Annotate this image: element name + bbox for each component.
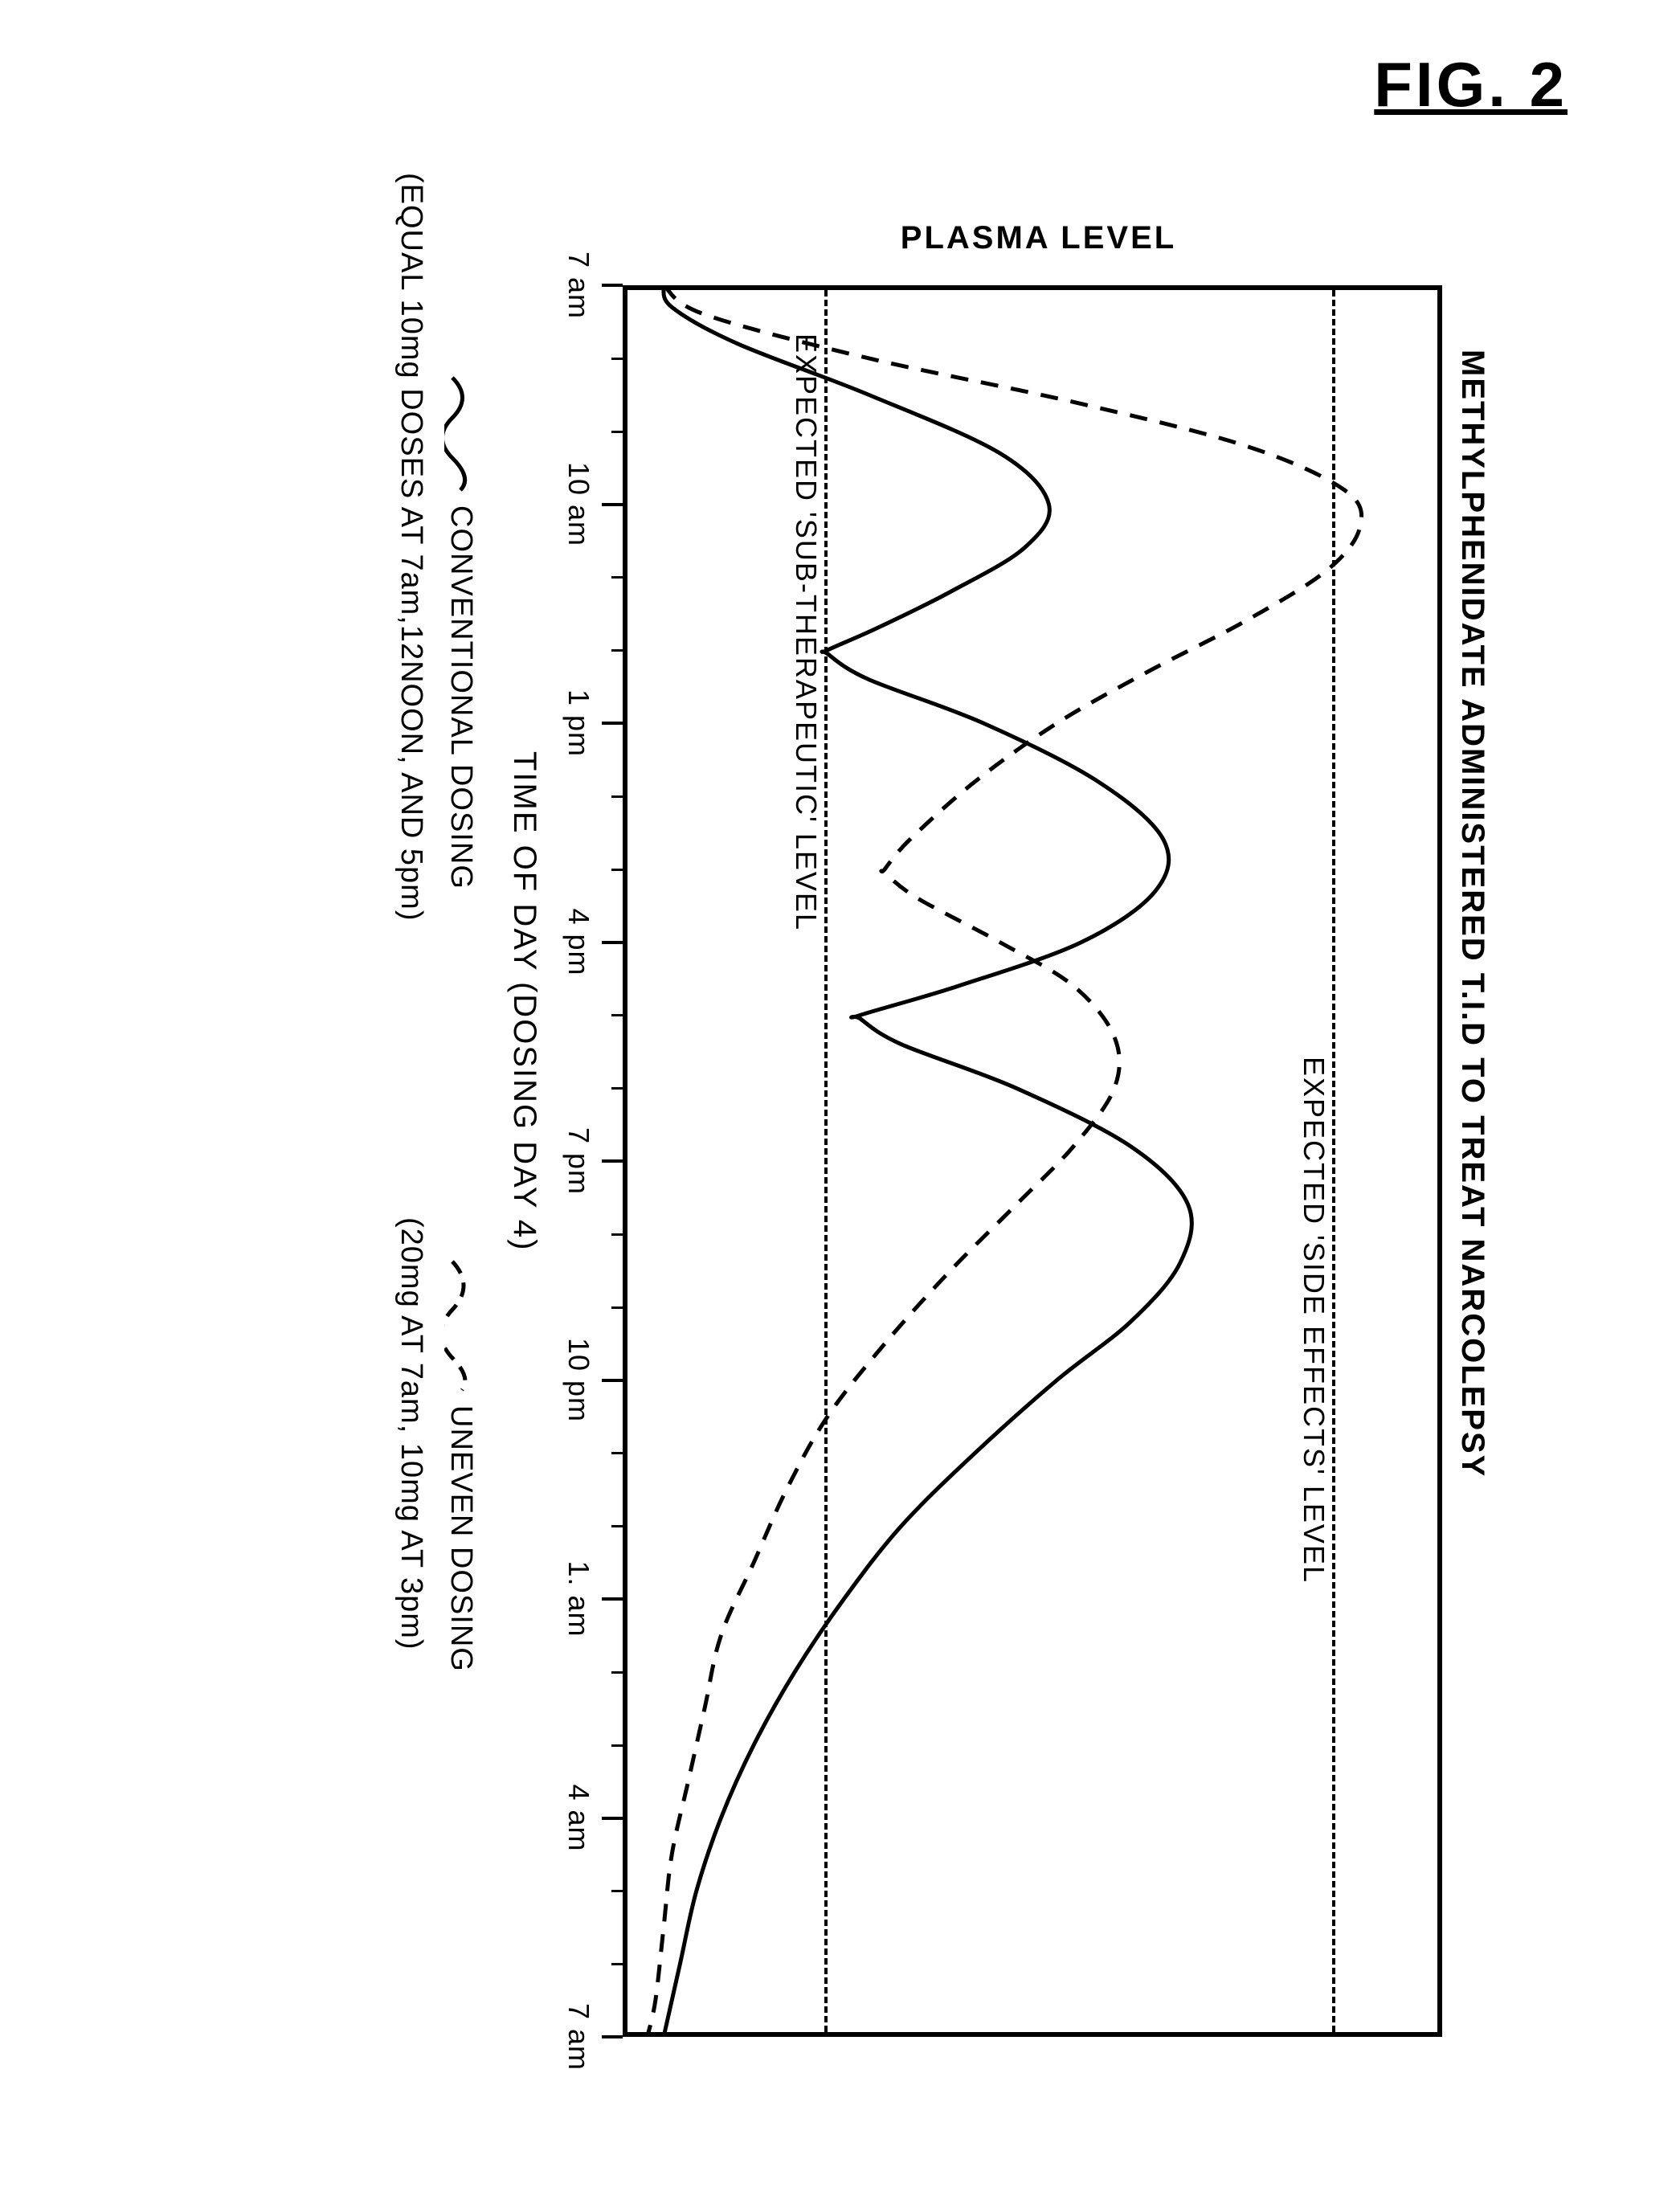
x-tick [602,1379,623,1382]
x-minor-tick [611,649,623,652]
x-minor-tick [611,869,623,871]
x-minor-tick [611,1014,623,1016]
x-minor-tick [611,795,623,798]
chart-container: METHYLPHENIDATE ADMINISTERED T.I.D TO TR… [189,173,1490,2125]
x-tick-label: 10 am [562,448,595,561]
x-minor-tick [611,1306,623,1309]
x-tick-label: 7 am [562,229,595,341]
legend-swatch-conventional [445,374,477,494]
y-axis-label: PLASMA LEVEL [901,220,1176,256]
chart-title: METHYLPHENIDATE ADMINISTERED T.I.D TO TR… [1454,350,1490,1478]
x-tick [602,722,623,725]
x-minor-tick [611,1744,623,1747]
plot-svg [623,285,1442,2037]
x-minor-tick [611,1452,623,1454]
x-minor-tick [611,1087,623,1090]
x-minor-tick [611,431,623,433]
x-minor-tick [611,1963,623,1965]
x-tick [602,284,623,287]
legend-detail-conventional: (EQUAL 10mg DOSES AT 7am,12NOON, AND 5pm… [394,173,428,921]
x-tick [602,1159,623,1163]
x-tick [602,2035,623,2038]
x-tick-label: 1 pm [562,667,595,779]
legend-row-1b: UNEVEN DOSING [444,1257,478,1672]
legend-label-conventional: CONVENTIONAL DOSING [444,505,478,889]
x-tick-label: 1. am [562,1543,595,1655]
x-minor-tick [611,576,623,579]
x-tick [602,503,623,506]
figure-label: FIG. 2 [1374,48,1568,121]
x-tick [602,941,623,944]
x-tick-label: 7 pm [562,1105,595,1217]
legend-row-2b: (20mg AT 7am, 10mg AT 3pm) [394,1217,428,1650]
legend-row-2: (EQUAL 10mg DOSES AT 7am,12NOON, AND 5pm… [394,173,428,921]
legend-detail-uneven: (20mg AT 7am, 10mg AT 3pm) [394,1217,428,1650]
page-root: FIG. 2 METHYLPHENIDATE ADMINISTERED T.I.… [0,0,1680,2204]
legend-row-1: CONVENTIONAL DOSING [444,374,478,889]
x-tick-label: 7 am [562,1981,595,2093]
x-minor-tick [611,358,623,360]
x-tick-label: 4 am [562,1762,595,1875]
x-tick-label: 4 pm [562,886,595,999]
x-minor-tick [611,1233,623,1236]
x-minor-tick [611,1525,623,1527]
x-minor-tick [611,1890,623,1892]
x-tick-label: 10 pm [562,1324,595,1437]
legend-swatch-uneven [445,1257,477,1394]
x-tick [602,1817,623,1820]
x-tick [602,1597,623,1601]
legend-label-uneven: UNEVEN DOSING [444,1405,478,1672]
x-axis-label: TIME OF DAY (DOSING DAY 4) [506,751,542,1251]
x-minor-tick [611,1671,623,1674]
